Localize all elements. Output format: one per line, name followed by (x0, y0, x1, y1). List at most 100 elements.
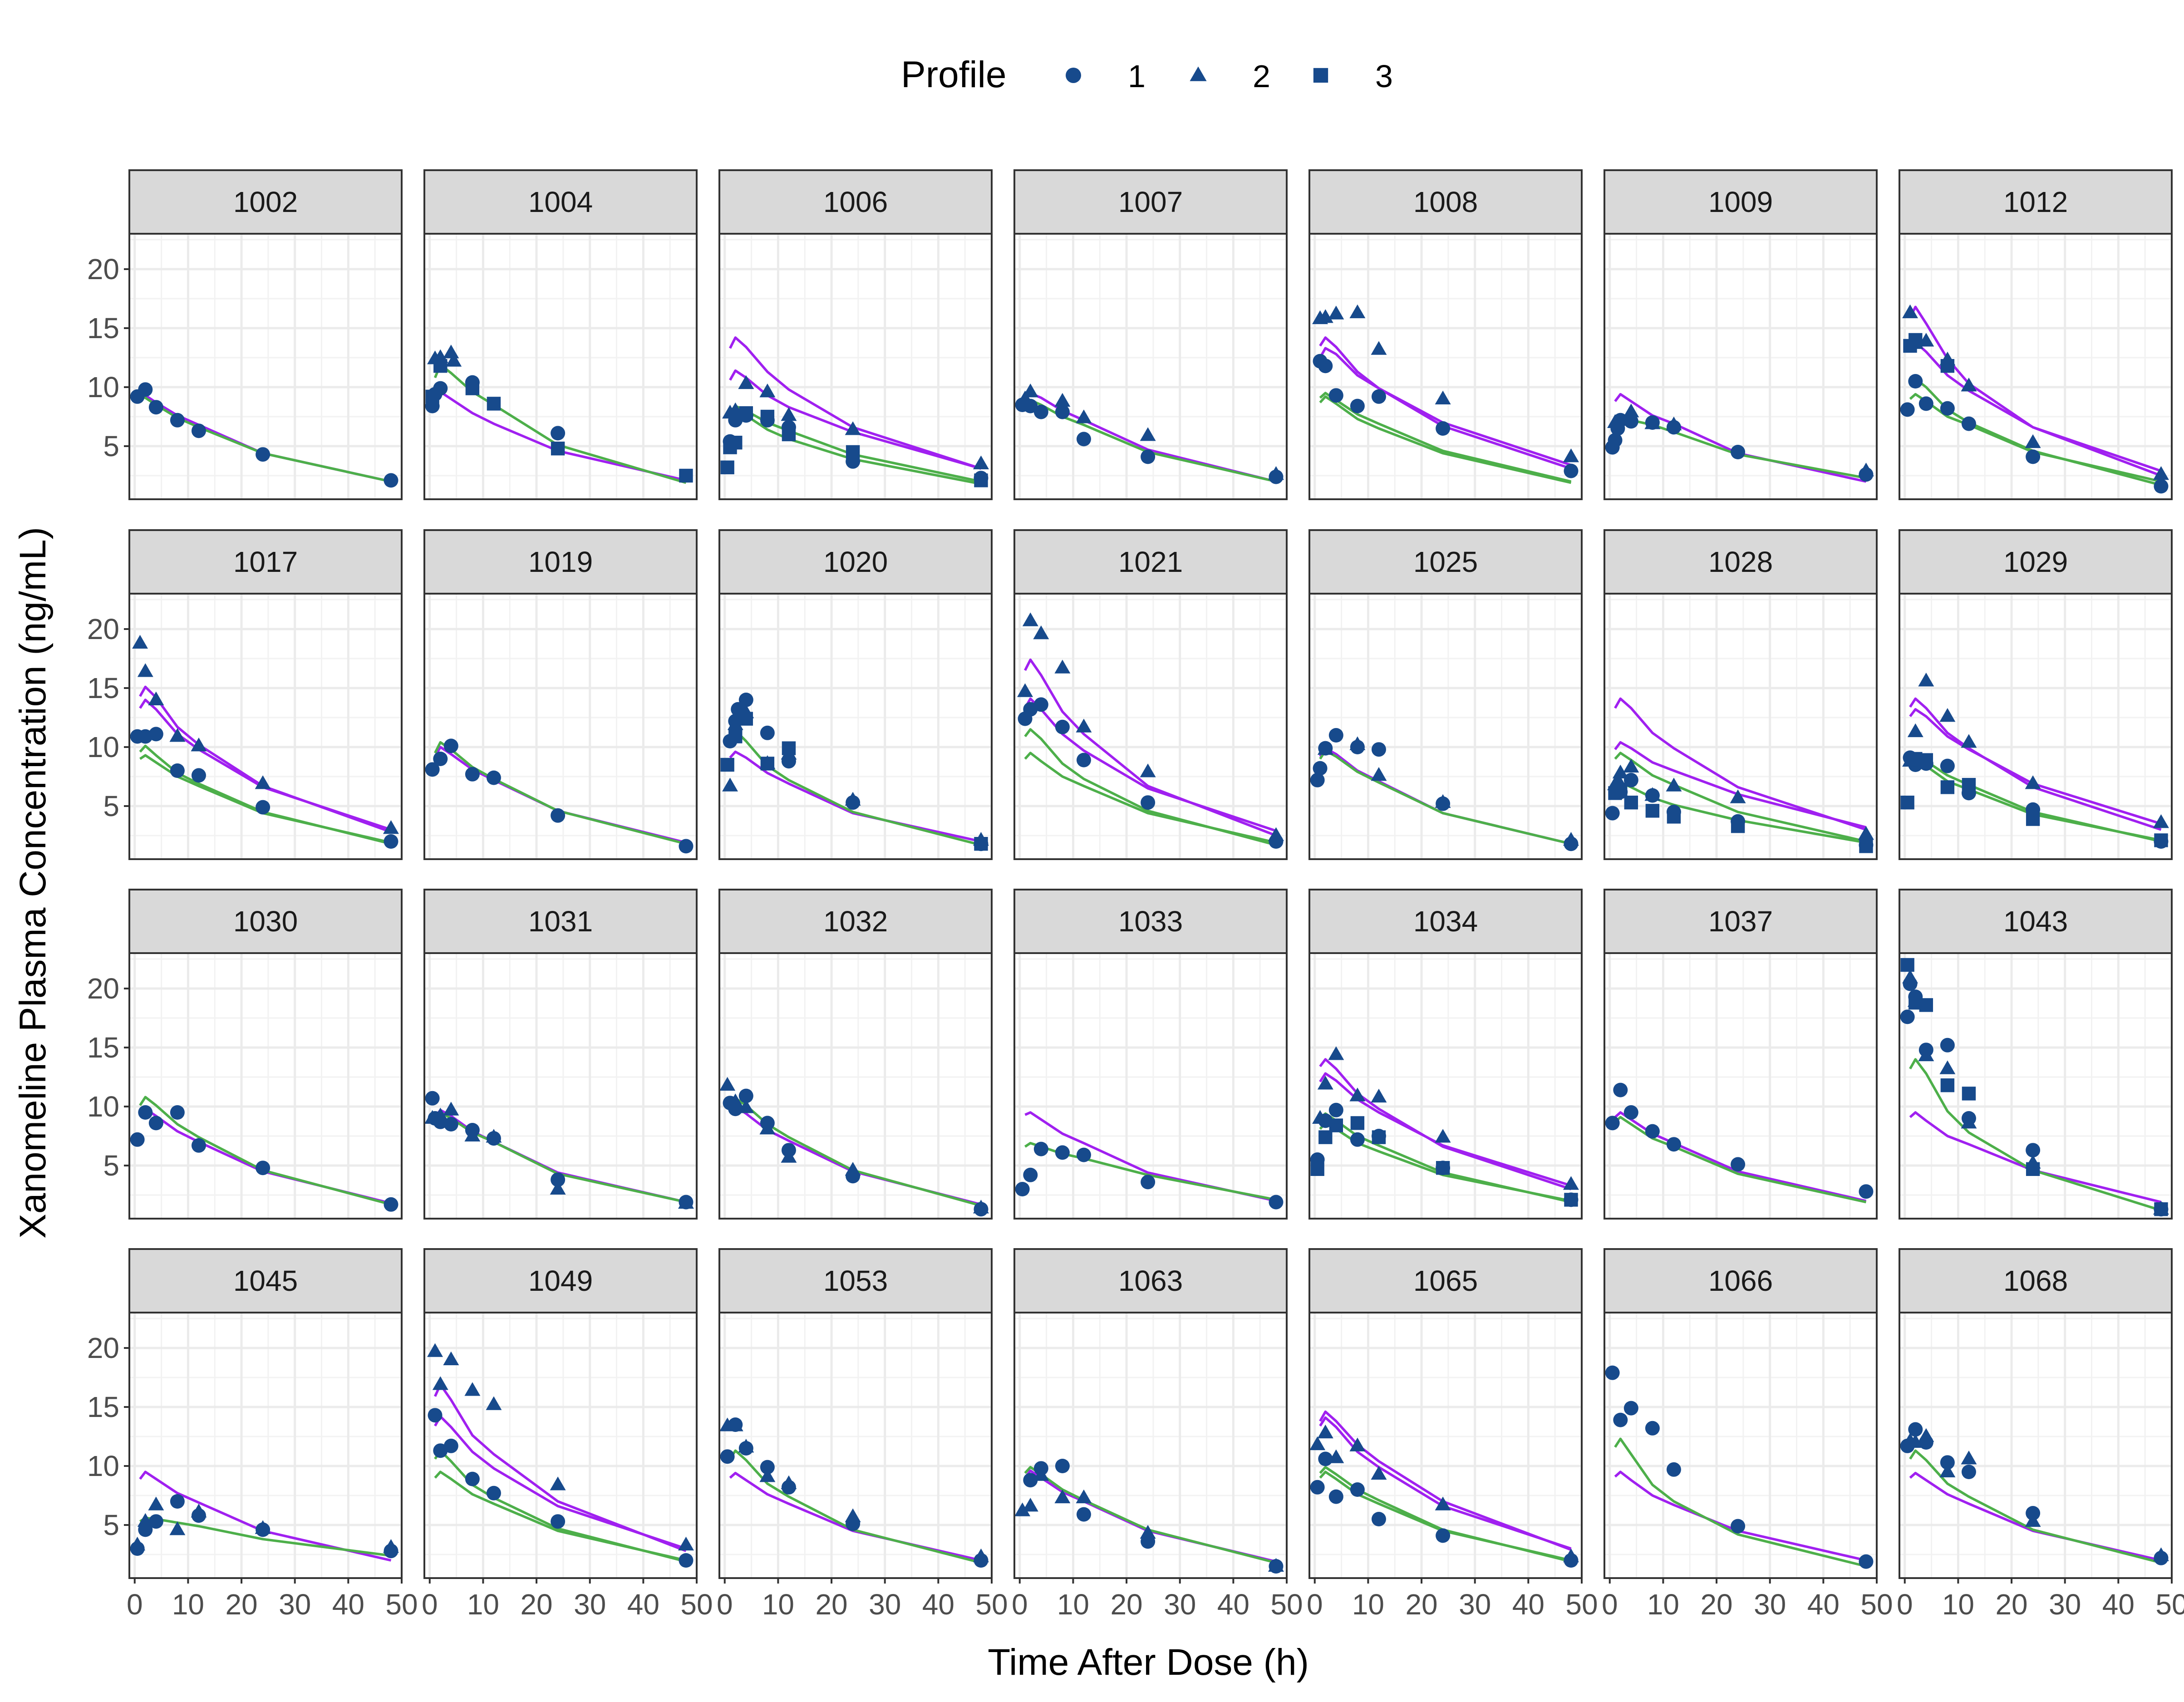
data-point-profile-2 (137, 663, 153, 677)
data-point-profile-2 (129, 1536, 146, 1551)
panel-grid (1899, 1313, 2173, 1578)
panel-border (1013, 1312, 1288, 1579)
model-line (1614, 697, 1867, 831)
model-line (1909, 1449, 2162, 1564)
data-point-profile-2 (1961, 1451, 1977, 1465)
x-tick-label: 20 (1110, 1588, 1142, 1621)
panel-1029: 1029 (1899, 529, 2173, 860)
data-point-profile-1 (1623, 414, 1638, 429)
x-tick-label: 0 (717, 1588, 733, 1621)
data-point-profile-2 (169, 728, 186, 742)
x-tick-label: 10 (1942, 1588, 1974, 1621)
data-point-profile-1 (1310, 772, 1325, 787)
data-point-profile-1 (720, 1449, 735, 1464)
data-point-profile-1 (191, 768, 206, 783)
data-point-profile-1 (443, 1438, 458, 1453)
panel-1021: 1021 (1013, 529, 1288, 860)
data-point-profile-2 (1644, 787, 1661, 801)
model-line (1614, 1437, 1867, 1568)
data-point-profile-2 (1961, 1115, 1977, 1129)
data-point-profile-3 (974, 473, 988, 487)
panel-strip (423, 169, 698, 235)
data-point-profile-1 (1940, 1038, 1955, 1053)
panel-strip-label: 1053 (823, 1264, 888, 1297)
data-point-profile-1 (1313, 761, 1328, 776)
data-point-profile-3 (782, 741, 796, 755)
data-point-profile-2 (1961, 378, 1977, 392)
panel-strip-label: 1007 (1118, 186, 1183, 218)
panel-strip-label: 1049 (528, 1264, 593, 1297)
data-point-profile-1 (1623, 1401, 1638, 1416)
data-point-profile-1 (679, 1553, 694, 1568)
data-point-profile-2 (255, 1520, 271, 1534)
panel-border (1013, 952, 1288, 1220)
data-point-profile-2 (845, 1508, 861, 1522)
data-point-profile-2 (1563, 448, 1579, 462)
model-line (1024, 752, 1277, 844)
x-tick-label: 0 (1602, 1588, 1618, 1621)
data-point-profile-1 (1350, 398, 1365, 413)
panel-1053: 1053 0 10 20 30 40 50 (717, 1248, 1008, 1621)
data-point-profile-1 (256, 1161, 271, 1176)
data-point-profile-1 (1940, 758, 1955, 773)
panel-strip (1308, 1248, 1583, 1313)
x-tick-label: 30 (869, 1588, 901, 1621)
data-point-profile-3 (1900, 796, 1914, 810)
data-point-profile-1 (1055, 719, 1070, 734)
data-point-profile-2 (1563, 832, 1579, 846)
data-point-profile-1 (1564, 463, 1579, 478)
panel-strip-label: 1043 (2003, 905, 2068, 938)
panel-strip-label: 1025 (1413, 546, 1478, 578)
panel-1063: 1063 0 10 20 30 40 50 (1012, 1248, 1303, 1621)
data-point-profile-3 (465, 381, 480, 395)
data-point-profile-2 (1268, 827, 1284, 841)
x-tick-label: 10 (1352, 1588, 1384, 1621)
data-point-profile-2 (443, 344, 459, 359)
x-tick-label: 30 (279, 1588, 311, 1621)
panel-1008: 1008 (1308, 169, 1583, 500)
data-point-profile-2 (550, 1181, 566, 1195)
x-tick-label: 10 (467, 1588, 499, 1621)
y-tick-label: 20 (87, 253, 119, 285)
data-point-profile-1 (760, 725, 775, 740)
data-point-profile-1 (1055, 1459, 1070, 1473)
data-point-profile-2 (1623, 758, 1639, 773)
x-tick-label: 20 (815, 1588, 847, 1621)
panel-grid (1309, 234, 1583, 499)
x-tick-label: 0 (127, 1588, 143, 1621)
x-tick-label: 50 (1860, 1588, 1893, 1621)
data-point-profile-1 (384, 473, 398, 488)
model-line (1319, 392, 1572, 483)
legend-label: 2 (1253, 59, 1270, 94)
data-point-profile-2 (191, 1504, 207, 1518)
data-point-profile-1 (738, 693, 753, 707)
data-point-profile-2 (1309, 1436, 1326, 1451)
data-point-profile-2 (1371, 1088, 1387, 1103)
data-point-profile-1 (1605, 1116, 1620, 1131)
x-tick-label: 50 (680, 1588, 713, 1621)
panel-border (1899, 952, 2173, 1220)
data-point-profile-2 (759, 1468, 776, 1482)
data-point-profile-1 (1328, 1102, 1343, 1117)
data-point-profile-2 (1939, 708, 1956, 722)
data-point-profile-2 (738, 1439, 754, 1453)
panel-strip-label: 1008 (1413, 186, 1478, 218)
y-tick-label: 20 (87, 1332, 119, 1364)
panel-strip (423, 889, 698, 954)
data-point-profile-1 (738, 1088, 753, 1103)
data-point-profile-1 (1076, 753, 1091, 767)
data-point-profile-3 (1350, 1116, 1365, 1130)
x-tick-label: 50 (2155, 1588, 2184, 1621)
data-point-profile-2 (722, 777, 738, 792)
data-point-profile-1 (1940, 401, 1955, 416)
x-tick-label: 40 (332, 1588, 364, 1621)
data-point-profile-3 (1329, 1118, 1343, 1132)
data-point-profile-2 (1054, 393, 1071, 407)
x-tick-label: 20 (1700, 1588, 1732, 1621)
data-point-profile-2 (1371, 341, 1387, 355)
panel-strip (1308, 529, 1583, 595)
panel-grid (719, 1313, 993, 1578)
data-point-profile-2 (383, 820, 399, 834)
data-point-profile-2 (973, 1548, 989, 1563)
